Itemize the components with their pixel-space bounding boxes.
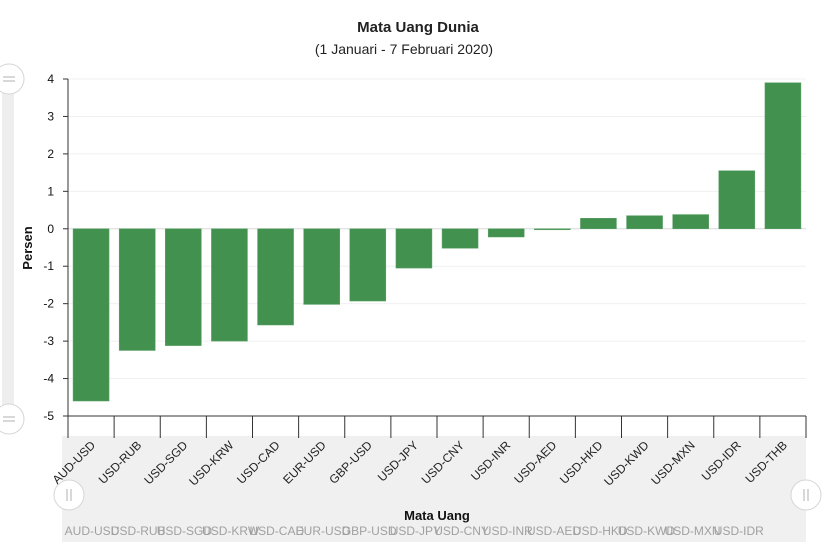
bar-usd-hkd[interactable] bbox=[580, 218, 617, 230]
y-tick-label: 0 bbox=[47, 222, 54, 236]
scrollbar-label: USD-KRW bbox=[202, 524, 260, 538]
bar-usd-thb[interactable] bbox=[764, 82, 802, 230]
horizontal-scrollbar-left-grip[interactable] bbox=[53, 479, 85, 511]
scrollbar-label: AUD-USD bbox=[65, 524, 120, 538]
bar-usd-idr[interactable] bbox=[718, 170, 756, 230]
chart-title: Mata Uang Dunia bbox=[357, 19, 479, 36]
y-tick-label: -4 bbox=[43, 372, 54, 386]
y-axis-ticks: 4 3 2 1 0 -1 -2 -3 -4 -5 bbox=[43, 72, 69, 423]
bar-eur-usd[interactable] bbox=[303, 228, 340, 305]
bar-usd-cny[interactable] bbox=[441, 228, 479, 249]
scrollbar-label: USD-MXN bbox=[665, 524, 721, 538]
x-axis-title: Mata Uang bbox=[404, 508, 470, 523]
scrollbar-label: USD-SGD bbox=[157, 524, 213, 538]
scrollbar-label: USD-INR bbox=[483, 524, 533, 538]
bar-usd-mxn[interactable] bbox=[672, 214, 709, 230]
y-tick-label: 2 bbox=[47, 147, 54, 161]
y-tick-label: -2 bbox=[43, 297, 54, 311]
scrollbar-label: USD-KWD bbox=[618, 524, 676, 538]
scrollbar-label: USD-RUB bbox=[111, 524, 166, 538]
y-tick-label: 4 bbox=[47, 72, 54, 86]
scrollbar-label: USD-JPY bbox=[390, 524, 441, 538]
bars bbox=[72, 82, 802, 402]
y-tick-label: -3 bbox=[43, 334, 54, 348]
scrollbar-label: USD-HKD bbox=[573, 524, 628, 538]
y-axis-title: Persen bbox=[20, 226, 35, 269]
y-tick-label: -1 bbox=[43, 259, 54, 273]
bar-gbp-usd[interactable] bbox=[349, 228, 387, 302]
y-tick-label: -5 bbox=[43, 409, 54, 423]
chart-subtitle: (1 Januari - 7 Februari 2020) bbox=[315, 41, 493, 57]
bar-usd-krw[interactable] bbox=[211, 228, 248, 342]
scrollbar-label: GBP-USD bbox=[342, 524, 397, 538]
bar-usd-aed[interactable] bbox=[534, 228, 571, 231]
bar-usd-kwd[interactable] bbox=[626, 215, 663, 230]
horizontal-scrollbar-track[interactable] bbox=[62, 436, 806, 542]
bar-usd-rub[interactable] bbox=[118, 228, 156, 351]
y-tick-label: 1 bbox=[47, 184, 54, 198]
scrollbar-label: USD-CAD bbox=[249, 524, 304, 538]
scrollbar-label: USD-AED bbox=[527, 524, 581, 538]
bar-usd-jpy[interactable] bbox=[395, 228, 433, 269]
scrollbar-label: EUR-USD bbox=[296, 524, 351, 538]
vertical-scrollbar-bottom-grip[interactable] bbox=[0, 403, 25, 435]
vertical-scrollbar-top-grip[interactable] bbox=[0, 63, 25, 95]
bar-aud-usd[interactable] bbox=[72, 228, 110, 402]
bar-usd-sgd[interactable] bbox=[165, 228, 202, 346]
bar-usd-cad[interactable] bbox=[257, 228, 294, 326]
vertical-scrollbar-track[interactable] bbox=[2, 80, 14, 420]
bar-usd-inr[interactable] bbox=[487, 228, 525, 238]
scrollbar-labels: AUD-USDUSD-RUBUSD-SGDUSD-KRWUSD-CADEUR-U… bbox=[65, 524, 764, 538]
y-tick-label: 3 bbox=[47, 109, 54, 123]
horizontal-scrollbar-right-grip[interactable] bbox=[790, 479, 822, 511]
scrollbar-label: USD-CNY bbox=[434, 524, 489, 538]
scrollbar-label: USD-IDR bbox=[714, 524, 764, 538]
